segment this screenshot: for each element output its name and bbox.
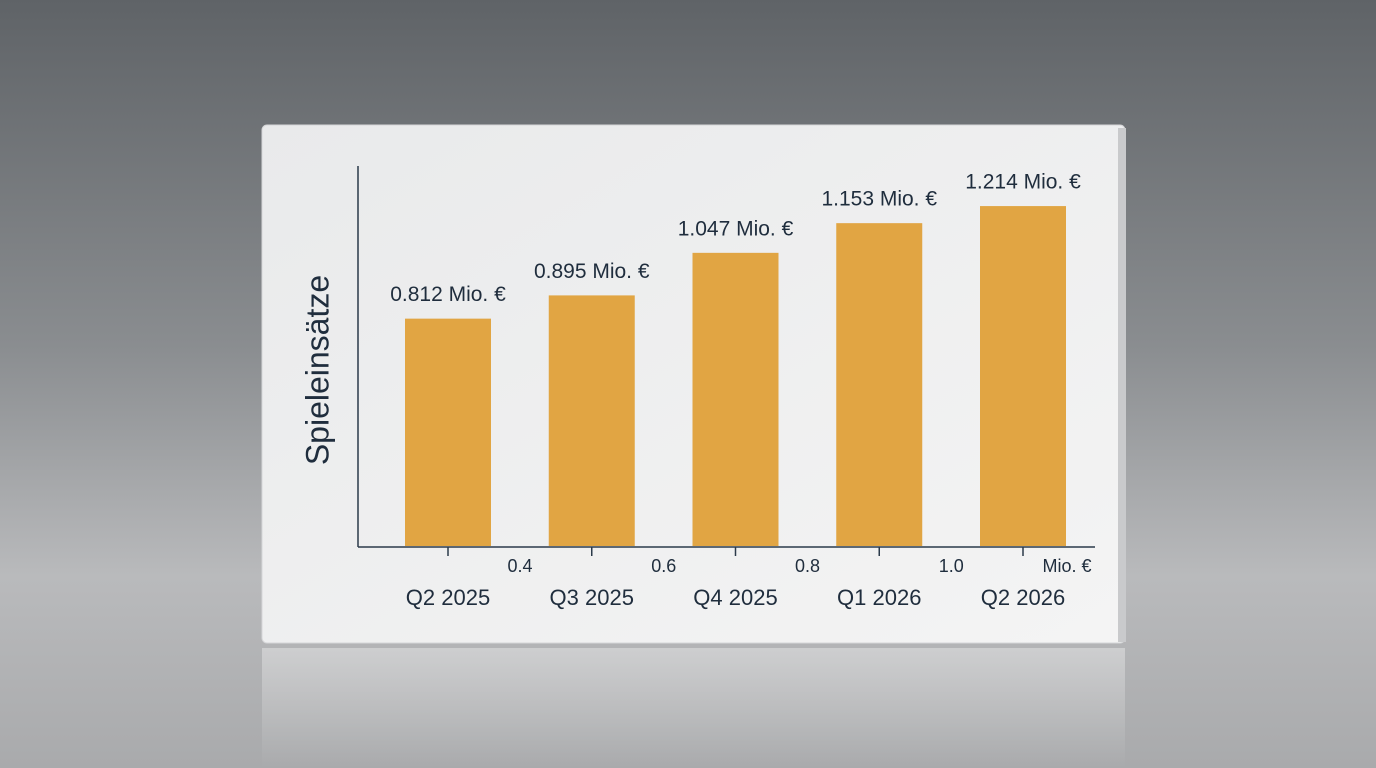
bar	[548, 295, 635, 546]
bar	[836, 223, 923, 546]
value-label: 1.153 Mio. €	[821, 188, 937, 211]
plot: Spieleinsätze 0.812 Mio. € Q2 2025 0.895 M…	[299, 166, 1095, 610]
x-axis-label: 1.0	[939, 556, 964, 576]
card-edge	[1118, 128, 1126, 642]
reflection	[262, 648, 1125, 768]
x-axis-label: 0.6	[651, 556, 676, 576]
bar	[405, 318, 491, 546]
x-axis-unit: Mio. €	[1042, 556, 1091, 576]
value-label: 1.214 Mio. €	[965, 171, 1081, 194]
value-label: 0.895 Mio. €	[534, 260, 650, 283]
value-label: 0.812 Mio. €	[390, 283, 506, 306]
x-tick-label: Q2 2025	[406, 585, 490, 610]
bar	[692, 252, 779, 546]
value-label: 1.047 Mio. €	[678, 217, 794, 240]
x-tick-label: Q2 2026	[981, 585, 1065, 610]
x-axis-label: 0.8	[795, 556, 820, 576]
x-tick-label: Q4 2025	[693, 585, 777, 610]
x-tick-label: Q3 2025	[550, 585, 634, 610]
x-axis-label: 0.4	[507, 556, 532, 576]
x-tick-label: Q1 2026	[837, 585, 921, 610]
y-axis-title: Spieleinsätze	[299, 275, 335, 465]
bar	[980, 206, 1066, 546]
